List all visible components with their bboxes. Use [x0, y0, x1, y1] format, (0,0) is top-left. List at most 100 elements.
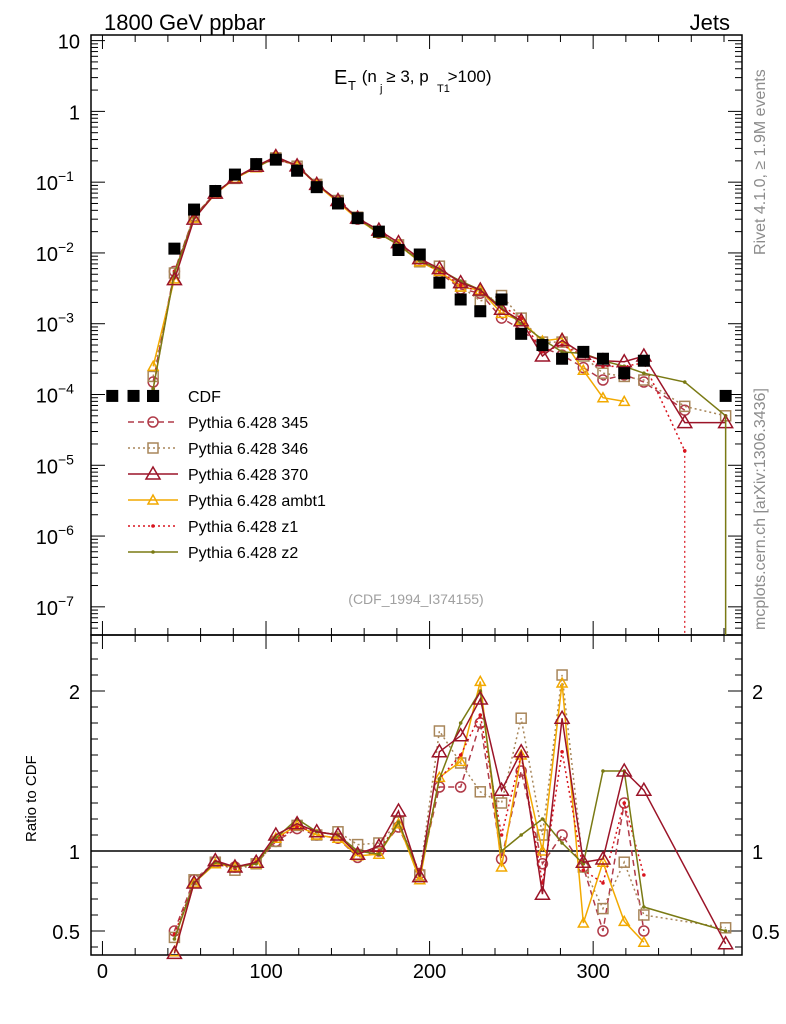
- ratio-data-point: [642, 905, 646, 909]
- legend-item: Pythia 6.428 345: [128, 415, 308, 432]
- ratio-data-point: [390, 802, 407, 817]
- ratio-data-point: [515, 765, 527, 777]
- ratio-data-point: [642, 873, 646, 877]
- ratio-data-point: [556, 829, 568, 841]
- ratio-data-point: [185, 874, 203, 889]
- ratio-data-point: [597, 902, 609, 915]
- main-y-tick-label: 10: [36, 315, 58, 337]
- ratio-data-point: [329, 826, 347, 841]
- ratio-data-point: [308, 823, 326, 838]
- ratio-data-point: [349, 845, 366, 860]
- ratio-data-point: [267, 826, 285, 841]
- ratio-series-line: [173, 696, 727, 954]
- ratio-data-point: [594, 850, 612, 865]
- series-line: [152, 156, 625, 403]
- header-right-title: Jets: [690, 10, 730, 35]
- legend-item: CDF: [147, 389, 221, 406]
- legend-marker: [147, 390, 159, 402]
- ratio-series-pythia-6-428-346: [168, 669, 732, 944]
- plot-title-rest: (n ≥ 3, p >100): [357, 67, 492, 86]
- data-point: [536, 339, 549, 352]
- data-point: [168, 272, 181, 284]
- data-point: [146, 359, 160, 372]
- ratio-data-point: [495, 797, 508, 809]
- ratio-data-point: [454, 757, 467, 769]
- ratio-data-point: [411, 868, 429, 883]
- ratio-data-point: [622, 801, 627, 805]
- data-point: [577, 345, 590, 358]
- ratio-data-point: [597, 925, 609, 937]
- plot-title-pt: T1: [437, 83, 450, 95]
- main-y-tick-label: 10: [36, 244, 58, 266]
- ratio-data-point: [452, 727, 469, 742]
- ratio-data-point: [560, 841, 564, 845]
- ratio-data-point: [515, 712, 527, 724]
- legend-marker: [146, 493, 160, 505]
- main-y-tick-label: 10: [36, 527, 58, 549]
- data-point: [617, 394, 631, 407]
- ratio-x-tick-label: 100: [249, 961, 282, 983]
- ratio-series-pythia-6-428-370: [166, 690, 734, 960]
- main-y-tick-label: 10: [36, 598, 58, 620]
- ratio-y-tick-label-right: 1: [752, 842, 763, 864]
- data-point: [474, 305, 487, 318]
- series-line: [152, 157, 686, 411]
- ratio-data-point: [601, 881, 605, 885]
- ratio-data-point: [454, 754, 467, 767]
- ratio-data-point: [499, 849, 504, 853]
- data-point: [310, 181, 323, 194]
- data-point: [615, 353, 633, 368]
- main-y-tick-label: 1: [69, 102, 80, 124]
- main-y-tick-exponent: −1: [58, 168, 74, 184]
- header-left-title: 1800 GeV ppbar: [104, 10, 265, 35]
- data-point: [188, 203, 201, 216]
- legend-label: Pythia 6.428 370: [188, 467, 308, 484]
- data-point: [596, 391, 610, 403]
- ratio-y-tick-label: 1: [69, 842, 80, 864]
- data-point: [454, 280, 467, 292]
- ratio-data-point: [556, 669, 568, 681]
- data-point: [168, 242, 181, 255]
- data-point: [493, 300, 510, 316]
- ratio-data-point: [172, 937, 177, 941]
- main-y-tick-exponent: −6: [58, 522, 74, 538]
- ratio-x-tick-label: 0: [97, 961, 108, 983]
- legend-marker: [144, 465, 162, 480]
- legend-item: Pythia 6.428 346: [128, 441, 308, 458]
- data-point: [597, 367, 609, 379]
- data-point: [676, 414, 694, 429]
- legend-item: Pythia 6.428 z1: [128, 519, 298, 536]
- ratio-axis-ticks: 0 100 200 300 0.5 0.5 1 1 2 2: [52, 635, 780, 983]
- ratio-x-tick-label: 300: [576, 961, 609, 983]
- legend-item: Pythia 6.428 z2: [128, 545, 298, 562]
- ratio-data-point: [615, 762, 633, 777]
- ratio-data-point: [536, 829, 549, 841]
- ratio-data-point: [577, 916, 590, 928]
- data-point: [553, 331, 571, 347]
- data-point: [127, 389, 140, 402]
- data-point: [269, 153, 282, 166]
- ratio-data-point: [396, 820, 401, 824]
- legend-item: Pythia 6.428 370: [128, 465, 308, 484]
- ratio-data-point: [493, 781, 510, 796]
- ratio-data-point: [495, 860, 508, 872]
- data-point: [512, 312, 530, 327]
- legend-label: Pythia 6.428 345: [188, 415, 308, 432]
- ratio-data-point: [454, 781, 467, 793]
- plot-title-main: E: [334, 67, 347, 89]
- ratio-series-line: [173, 712, 645, 935]
- legend: CDF Pythia 6.428 345 Pythia 6.428 346 Pythi…: [128, 389, 326, 562]
- ratio-y-tick-label-right: 2: [752, 682, 763, 704]
- series-pythia-6-428-z1: [151, 155, 687, 453]
- data-point: [556, 352, 569, 365]
- ratio-data-point: [288, 815, 306, 830]
- data-point: [597, 374, 609, 386]
- data-point: [471, 281, 489, 296]
- analysis-id: (CDF_1994_I374155): [348, 591, 483, 607]
- ratio-x-tick-label: 200: [413, 961, 446, 983]
- ratio-data-point: [560, 750, 564, 754]
- legend-marker: [151, 524, 155, 528]
- data-point: [209, 185, 222, 198]
- ratio-data-point: [575, 853, 592, 868]
